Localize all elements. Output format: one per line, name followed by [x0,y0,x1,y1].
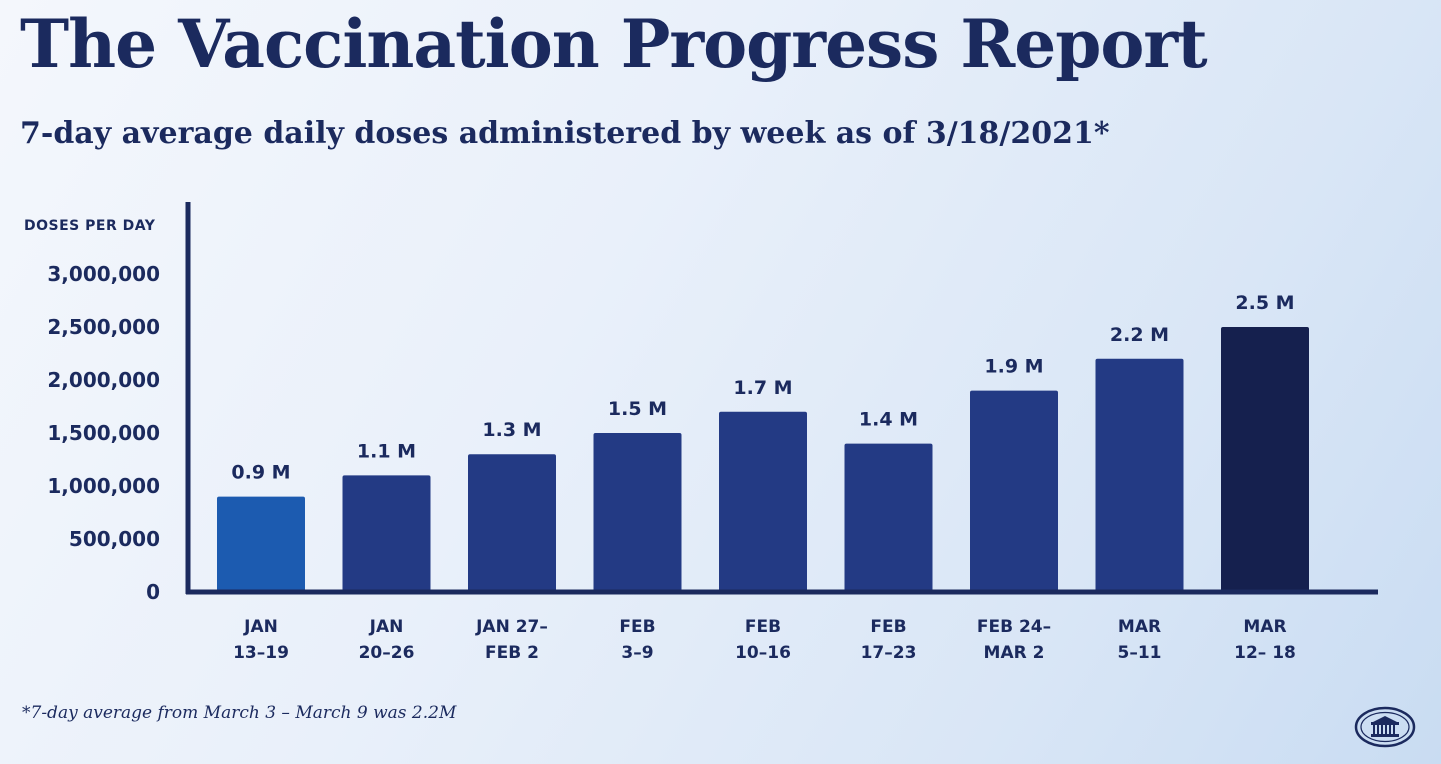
white-house-seal-icon [1354,706,1416,748]
x-tick-label: 20–26 [359,643,415,663]
x-tick-label: 5–11 [1118,643,1162,663]
x-tick-label: JAN 27– [475,617,548,637]
y-tick-label: 2,500,000 [47,315,160,339]
bar [217,496,305,592]
x-tick-label: FEB 24– [977,617,1051,637]
x-tick-label: JAN [243,617,278,637]
x-tick-label: FEB [619,617,655,637]
bars [217,327,1309,592]
data-label: 0.9 M [231,462,290,484]
footnote: *7-day average from March 3 – March 9 wa… [22,703,457,723]
page-title: The Vaccination Progress Report [20,5,1208,83]
y-tick-label: 2,000,000 [47,368,160,392]
bar [1095,358,1184,592]
bar [719,411,807,592]
data-labels: 0.9 M 1.1 M 1.3 M 1.5 M 1.7 M 1.4 M 1.9 M 2.2 M… [231,292,1294,484]
bar [593,433,682,592]
bar [342,475,431,592]
data-label: 1.1 M [357,440,416,462]
x-tick-labels: JAN 13–19 JAN 20–26 JAN 27– FEB 2 FEB 3–9 FEB 10–… [233,617,1296,663]
y-tick-label: 0 [146,580,160,604]
x-tick-label: MAR [1243,617,1286,637]
chart-subtitle: 7-day average daily doses administered b… [20,116,1110,151]
data-label: 1.3 M [482,419,541,441]
x-tick-label: 13–19 [233,643,289,663]
x-tick-label: 12– 18 [1234,643,1296,663]
data-label: 1.5 M [608,398,667,420]
y-tick-label: 3,000,000 [47,262,160,286]
y-tick-labels: 0 500,000 1,000,000 1,500,000 2,000,000 2,500… [47,262,160,604]
x-tick-label: 17–23 [861,643,917,663]
bar [468,454,556,592]
bar [844,443,933,592]
y-tick-label: 1,500,000 [47,421,160,445]
data-label: 1.4 M [859,409,918,431]
data-label: 2.2 M [1110,324,1169,346]
x-tick-label: FEB [870,617,906,637]
data-label: 2.5 M [1235,292,1294,314]
data-label: 1.7 M [733,377,792,399]
bar [1221,327,1309,592]
x-tick-label: 3–9 [621,643,653,663]
y-tick-label: 1,000,000 [47,474,160,498]
bar-chart: DOSES PER DAY 0 500,000 1,000,000 1,500,000… [24,202,1378,663]
x-tick-label: MAR 2 [984,643,1045,663]
x-tick-label: MAR [1118,617,1161,637]
data-label: 1.9 M [984,356,1043,378]
x-tick-label: 10–16 [735,643,791,663]
x-tick-label: JAN [369,617,404,637]
y-axis-label: DOSES PER DAY [24,218,156,234]
x-tick-label: FEB 2 [485,643,539,663]
bar [970,390,1058,592]
x-tick-label: FEB [745,617,781,637]
y-tick-label: 500,000 [69,527,160,551]
